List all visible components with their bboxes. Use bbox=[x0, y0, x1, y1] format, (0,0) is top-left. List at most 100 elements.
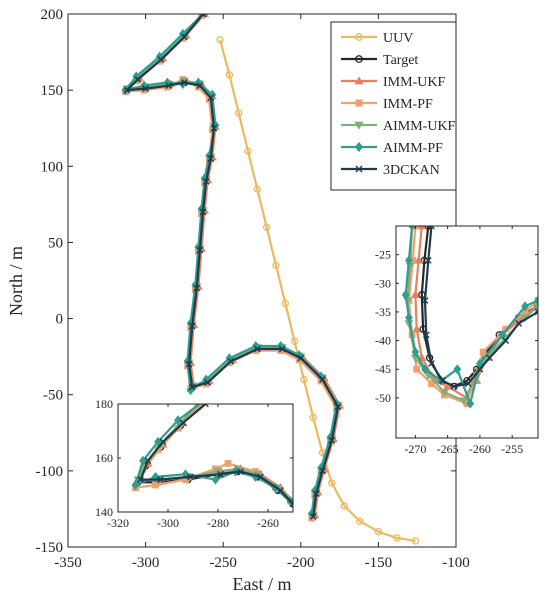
data-point-uuv bbox=[374, 528, 383, 536]
data-point-target bbox=[534, 302, 538, 310]
inset-background bbox=[118, 404, 293, 512]
legend-items: UUV Target IMM-UKF IMM-PF AIMM-UKF AIMM-PF 3DC… bbox=[341, 31, 456, 178]
x-tick-label: -250 bbox=[209, 555, 237, 571]
data-point-3dckan bbox=[159, 438, 167, 446]
x-axis-label: East / m bbox=[233, 574, 292, 594]
data-point-aimm-pf bbox=[466, 398, 475, 409]
data-point-3dckan bbox=[428, 360, 435, 367]
data-point-uuv bbox=[309, 413, 317, 422]
data-point-imm-pf bbox=[413, 365, 421, 373]
data-point-3dckan bbox=[199, 14, 207, 18]
data-point-uuv bbox=[328, 479, 336, 487]
data-point-aimm-pf bbox=[139, 455, 147, 466]
data-point-aimm-pf bbox=[521, 301, 529, 312]
series-3dckan-inset bbox=[421, 226, 538, 390]
legend-item-target: Target bbox=[341, 53, 418, 68]
y-tick-label: 100 bbox=[41, 159, 64, 175]
x-tick-label: -255 bbox=[501, 442, 523, 456]
data-point-aimm-pf bbox=[421, 364, 429, 375]
series-line-3dckan bbox=[125, 14, 340, 517]
data-point-3dckan bbox=[421, 297, 429, 304]
series-line-3dckan-inset bbox=[139, 404, 293, 505]
x-tick-label: -150 bbox=[365, 555, 393, 571]
data-point-3dckan bbox=[165, 82, 173, 89]
legend-label: UUV bbox=[383, 31, 413, 46]
data-point-aimm-pf bbox=[401, 289, 410, 300]
legend-marker-imm-pf bbox=[355, 99, 363, 107]
data-point-3dckan bbox=[137, 476, 144, 483]
data-point-3dckan bbox=[277, 487, 284, 494]
data-point-aimm-pf bbox=[131, 480, 140, 490]
data-point-3dckan bbox=[297, 354, 305, 362]
series-3dckan-inset bbox=[137, 404, 293, 508]
legend-marker-target bbox=[355, 55, 363, 63]
data-point-aimm-pf bbox=[211, 474, 220, 485]
data-point-3dckan bbox=[328, 437, 336, 444]
data-point-aimm-ukf bbox=[533, 303, 538, 311]
y-tick-label: 180 bbox=[95, 397, 113, 411]
data-point-uuv bbox=[300, 375, 308, 384]
data-point-3dckan bbox=[450, 383, 458, 390]
data-point-uuv bbox=[235, 109, 243, 117]
data-point-uuv bbox=[244, 147, 252, 155]
inset-left-zoom: -320 -300 -280 -260 140 160 180 bbox=[95, 397, 294, 530]
data-point-aimm-pf bbox=[453, 364, 462, 375]
data-point-aimm-pf bbox=[405, 312, 413, 323]
legend-marker-aimm-pf bbox=[354, 141, 364, 153]
main-ticks: -350 -300 -250 -200 -150 -100 -150 -100 -50 0 50 10… bbox=[36, 7, 470, 571]
y-tick-label: -50 bbox=[43, 388, 63, 404]
data-point-3dckan bbox=[204, 379, 212, 386]
y-tick-label: -50 bbox=[375, 391, 391, 405]
x-tick-label: -320 bbox=[107, 516, 129, 530]
main-series-group bbox=[121, 14, 420, 545]
x-tick-label: -260 bbox=[469, 442, 491, 456]
x-tick-label: -100 bbox=[442, 555, 470, 571]
data-point-uuv bbox=[356, 517, 364, 525]
data-point-imm-pf bbox=[479, 348, 487, 356]
data-point-imm-pf bbox=[152, 481, 159, 489]
inset-right-zoom: -270 -265 -260 -255 -50 -45 -40 -35 -30 -25 bbox=[375, 225, 539, 456]
data-point-aimm-ukf bbox=[439, 388, 449, 397]
data-point-3dckan bbox=[181, 33, 188, 41]
data-point-3dckan bbox=[534, 308, 538, 316]
data-point-3dckan bbox=[196, 246, 204, 254]
data-point-imm-ukf bbox=[412, 324, 422, 333]
data-point-3dckan bbox=[202, 404, 209, 408]
y-tick-label: 160 bbox=[95, 451, 113, 465]
data-point-3dckan bbox=[502, 337, 510, 344]
data-point-3dckan bbox=[188, 383, 196, 391]
data-point-3dckan bbox=[187, 473, 194, 481]
data-point-3dckan bbox=[257, 473, 264, 481]
data-point-3dckan bbox=[515, 320, 523, 327]
legend-item-imm-ukf: IMM-UKF bbox=[341, 75, 445, 90]
x-tick-label: -270 bbox=[404, 442, 426, 456]
data-point-imm-pf bbox=[428, 380, 435, 387]
data-point-3dckan bbox=[439, 377, 446, 385]
legend: UUV Target IMM-UKF IMM-PF AIMM-UKF AIMM-PF 3DC… bbox=[330, 21, 457, 191]
y-tick-label: -25 bbox=[375, 248, 391, 262]
y-tick-label: 150 bbox=[41, 83, 64, 99]
data-point-uuv bbox=[225, 71, 234, 79]
legend-label: AIMM-PF bbox=[383, 141, 443, 156]
data-point-aimm-pf bbox=[405, 255, 413, 266]
x-tick-label: -280 bbox=[207, 516, 229, 530]
data-point-aimm-pf bbox=[534, 295, 538, 306]
data-point-3dckan bbox=[142, 85, 149, 92]
y-tick-label: -40 bbox=[375, 334, 391, 348]
y-tick-label: -45 bbox=[375, 362, 391, 376]
legend-label: Target bbox=[383, 53, 418, 68]
data-point-uuv bbox=[281, 299, 289, 308]
data-point-uuv bbox=[290, 337, 299, 346]
legend-label: IMM-UKF bbox=[383, 75, 445, 90]
y-tick-label: 50 bbox=[48, 235, 63, 251]
data-point-3dckan bbox=[123, 86, 131, 94]
data-point-uuv bbox=[411, 537, 420, 545]
data-point-3dckan bbox=[196, 82, 204, 89]
data-point-3dckan bbox=[309, 513, 317, 520]
legend-item-aimm-ukf: AIMM-UKF bbox=[341, 119, 456, 134]
data-point-uuv bbox=[262, 223, 271, 231]
data-point-3dckan bbox=[181, 79, 188, 86]
legend-label: AIMM-UKF bbox=[383, 119, 456, 134]
legend-box bbox=[330, 21, 457, 191]
legend-item-uuv: UUV bbox=[341, 31, 413, 46]
